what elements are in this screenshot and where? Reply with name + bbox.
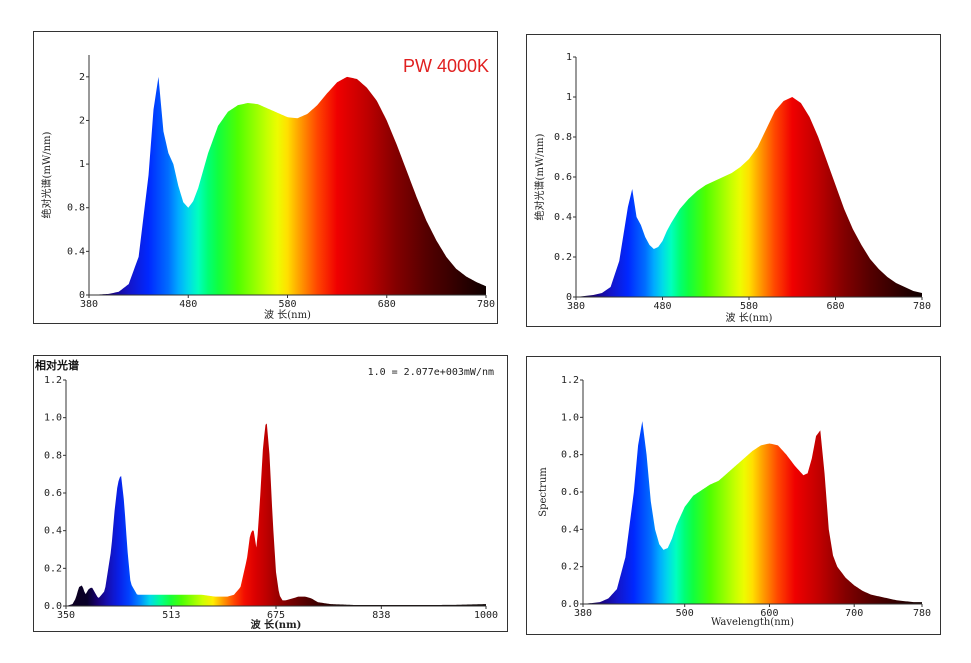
x-tick-label: 680 [378,299,396,310]
y-tick-label: 1 [79,159,85,170]
spectrum-series [583,421,922,604]
x-tick-label: 780 [913,608,931,619]
x-tick-label: 500 [676,608,694,619]
y-tick-label: 0 [566,292,572,303]
x-tick-label: 780 [913,301,931,312]
y-tick-label: 0.6 [44,488,62,499]
chart-4: 380 500 600 700 780 0.0 0.2 0.4 0.6 0.8 1.0 1.2 Wave… [526,356,941,635]
x-tick-label: 675 [267,610,285,621]
x-tick-label: 580 [278,299,296,310]
y-tick-label: 0.6 [561,487,579,498]
x-tick-label: 680 [826,301,844,312]
spectrum-series [576,97,922,297]
y-tick-label: 0.2 [561,562,579,573]
x-tick-label: 350 [57,610,75,621]
y-tick-label: 0.8 [44,450,62,461]
x-tick-label: 380 [80,299,98,310]
x-axis-title: 波 长(nm) [264,308,311,321]
y-tick-label: 1.0 [44,413,62,424]
x-axis-title: Wavelength(nm) [711,617,794,628]
spectrum-series [66,423,486,606]
y-tick-label: 1 [566,52,572,63]
x-tick-label: 513 [162,610,180,621]
y-tick-label: 0.4 [561,524,579,535]
x-tick-label: 580 [740,301,758,312]
chart-3: 350 513 675 838 1000 0.0 0.2 0.4 0.6 0.8 1.0 1.2 波 长… [33,355,508,632]
x-tick-label: 780 [477,299,495,310]
y-axis-title: Spectrum [538,467,549,517]
spectrum-series [89,76,486,295]
x-tick-label: 480 [179,299,197,310]
chart-annotation: 1.0 = 2.077e+003mW/nm [368,367,494,378]
y-tick-label: 0.4 [67,246,85,257]
chart-frame [526,356,941,635]
y-tick-label: 1.2 [561,375,579,386]
y-tick-label: 0.2 [44,563,62,574]
y-axis-title: 绝对光谱(mW/nm) [40,131,53,218]
y-axis-title: 绝对光谱(mW/nm) [533,133,546,220]
y-tick-label: 0.2 [554,252,572,263]
y-tick-label: 2 [79,72,85,83]
y-tick-label: 0.8 [561,450,579,461]
x-axis-title: 波 长(nm) [726,311,773,324]
chart-title: 相对光谱 [35,358,79,372]
chart-2: 380 480 580 680 780 0 0.2 0.4 0.6 0.8 1 1 波 长(nm) 绝对光… [526,34,941,327]
y-tick-label: 1 [566,92,572,103]
chart-annotation: PW 4000K [403,56,489,76]
chart-frame [526,34,941,327]
y-tick-label: 0.0 [44,601,62,612]
y-tick-label: 0.4 [554,212,572,223]
y-tick-label: 1.2 [44,375,62,386]
x-tick-label: 380 [567,301,585,312]
y-tick-label: 0.6 [554,172,572,183]
x-tick-label: 480 [653,301,671,312]
y-tick-label: 0.8 [554,132,572,143]
chart-frame [33,31,498,324]
x-tick-label: 700 [845,608,863,619]
y-tick-label: 0 [79,290,85,301]
y-tick-label: 0.8 [67,203,85,214]
x-tick-label: 380 [574,608,592,619]
x-axis-title: 波 长(nm) [251,618,302,631]
chart-1: 380 480 580 680 780 0 0.4 0.8 1 2 2 波 长(nm) 绝对光谱(mW/… [33,31,498,324]
x-tick-label: 1000 [474,610,498,621]
chart-frame [33,355,508,632]
x-tick-label: 600 [760,608,778,619]
y-tick-label: 1.0 [561,412,579,423]
y-tick-label: 0.0 [561,599,579,610]
y-tick-label: 2 [79,115,85,126]
y-tick-label: 0.4 [44,526,62,537]
x-tick-label: 838 [372,610,390,621]
